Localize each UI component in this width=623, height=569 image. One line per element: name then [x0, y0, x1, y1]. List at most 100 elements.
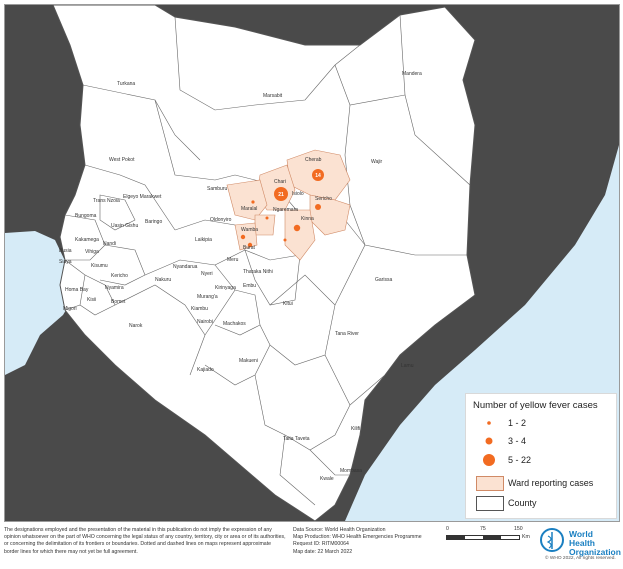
lake-victoria: [5, 231, 75, 375]
ward-label-sericho: Sericho: [315, 196, 332, 202]
county-label-muranga: Murang'a: [197, 294, 218, 300]
disclaimer-text: The designations employed and the presen…: [4, 527, 286, 555]
county-label-kisumu: Kisumu: [91, 263, 108, 269]
who-name: World Health Organization: [569, 530, 621, 557]
ward-label-chari: Chari: [274, 179, 286, 185]
case-count-cherab: 14: [315, 173, 321, 179]
case-marker-wamba: [265, 216, 269, 220]
copyright-text: © WHO 2022, All rights reserved.: [545, 556, 616, 561]
case-markers: 14 21: [240, 169, 324, 248]
legend-row-1: 1 - 2: [466, 416, 616, 430]
county-label-garissa: Garissa: [375, 277, 392, 283]
kenya-land: [52, 5, 476, 521]
ward-label-cherab: Cherab: [305, 157, 322, 163]
ward-label-ngaremara: Ngaremara: [273, 207, 298, 213]
county-label-nairobi: Nairobi: [197, 319, 213, 325]
county-label-baringo: Baringo: [145, 219, 162, 225]
source-line: Request ID: RITM00064: [293, 541, 349, 548]
scale-tick-0: 0: [446, 526, 449, 532]
county-label-embu: Embu: [243, 283, 256, 289]
ward-oldonyiro: [234, 222, 258, 251]
county-label-isiolo: Isiolo: [292, 191, 304, 197]
legend-marker-small: [487, 421, 491, 425]
source-line: Map Production: WHO Health Emergencies P…: [293, 534, 422, 541]
county-labels: Turkana Marsabit Mandera Wajir West Poko…: [59, 71, 422, 482]
county-swatch: [476, 496, 504, 511]
county-label-bomet: Bomet: [111, 299, 126, 305]
county-label-kitui: Kitui: [283, 301, 293, 307]
case-marker-maralal: [251, 200, 255, 204]
legend-label-2: 3 - 4: [508, 436, 527, 446]
legend-row-3: 5 - 22: [466, 453, 616, 467]
case-marker-kinna: [293, 224, 301, 232]
case-marker-cherab: [312, 169, 324, 181]
legend-marker-large: [483, 454, 495, 466]
county-label-nyeri: Nyeri: [201, 271, 213, 277]
legend-label-ward: Ward reporting cases: [508, 478, 594, 488]
who-emblem-icon: [540, 528, 564, 552]
county-label-kirinyaga: Kirinyaga: [215, 285, 236, 291]
who-name-line-2: Organization: [569, 547, 621, 557]
county-label-kajiado: Kajiado: [197, 367, 214, 373]
legend-row-ward: Ward reporting cases: [466, 476, 616, 491]
ward-label-burat: Burat: [243, 245, 256, 251]
source-line: Map date: 22 March 2022: [293, 548, 353, 555]
legend-marker-medium: [485, 437, 493, 445]
case-count-chari: 21: [278, 192, 284, 198]
ward-swatch: [476, 476, 504, 491]
county-label-nakuru: Nakuru: [155, 277, 171, 283]
case-marker-chari: [274, 187, 288, 201]
county-label-machakos: Machakos: [223, 321, 246, 327]
county-label-marsabit: Marsabit: [263, 93, 283, 99]
who-name-line-1: World Health: [569, 529, 595, 548]
legend-row-county: County: [466, 496, 616, 511]
county-label-kwale: Kwale: [320, 476, 334, 482]
ward-label-wamba: Wamba: [241, 227, 258, 233]
county-label-kakamega: Kakamega: [75, 237, 99, 243]
county-label-laikipia: Laikipia: [195, 237, 212, 243]
ward-label-kinna: Kinna: [301, 216, 314, 222]
county-label-kericho: Kericho: [111, 273, 128, 279]
legend-label-1: 1 - 2: [508, 418, 527, 428]
county-label-makueni: Makueni: [239, 358, 258, 364]
county-label-meru: Meru: [227, 257, 239, 263]
county-label-kilifi: Kilifi: [351, 426, 360, 432]
county-label-busia: Busia: [59, 248, 72, 254]
case-marker-burat: [247, 242, 253, 248]
county-label-wajir: Wajir: [371, 159, 383, 165]
who-logo: World Health Organization: [539, 527, 621, 557]
county-label-tharaka-nithi: Tharaka Nithi: [243, 269, 273, 275]
county-label-kisii: Kisii: [87, 297, 96, 303]
county-label-tana-river: Tana River: [335, 331, 359, 337]
source-info: Data Source: World Health Organization M…: [293, 527, 453, 556]
scale-unit: Km: [522, 534, 530, 540]
county-label-taita-taveta: Taita Taveta: [283, 436, 310, 442]
county-label-vihiga: Vihiga: [85, 249, 99, 255]
legend-label-county: County: [508, 498, 537, 508]
county-label-lamu: Lamu: [401, 363, 414, 369]
county-label-mombasa: Mombasa: [340, 468, 362, 474]
county-label-samburu: Samburu: [207, 186, 228, 192]
county-label-west-pokot: West Pokot: [109, 157, 135, 163]
county-label-nyandarua: Nyandarua: [173, 264, 198, 270]
ward-labels: Chari Cherab Oldonyiro Wamba Maralal Nga…: [210, 157, 332, 251]
map-frame: 14 21 Turkana Marsabit Mandera Wajir Wes…: [4, 4, 620, 522]
county-label-mandera: Mandera: [402, 71, 422, 77]
county-boundaries: [64, 14, 471, 506]
ward-maralal: [226, 179, 268, 221]
source-line: Data Source: World Health Organization: [293, 527, 386, 533]
county-label-turkana: Turkana: [117, 81, 135, 87]
county-label-migori: Migori: [63, 306, 77, 312]
county-label-elgeyo-marakwet: Elgeyo Marakwet: [123, 194, 162, 200]
scale-tick-150: 150: [514, 526, 523, 532]
scale-bar: 0 75 150 Km: [446, 526, 536, 546]
county-label-bungoma: Bungoma: [75, 213, 97, 219]
legend-title: Number of yellow fever cases: [473, 400, 598, 411]
ward-label-oldonyiro: Oldonyiro: [210, 217, 232, 223]
scale-bar-graphic: [446, 535, 520, 540]
county-label-uasin-gishu: Uasin Gishu: [111, 223, 138, 229]
county-label-nyamira: Nyamira: [105, 285, 124, 291]
county-label-nandi: Nandi: [103, 241, 116, 247]
scale-tick-75: 75: [480, 526, 486, 532]
county-label-kiambu: Kiambu: [191, 306, 208, 312]
